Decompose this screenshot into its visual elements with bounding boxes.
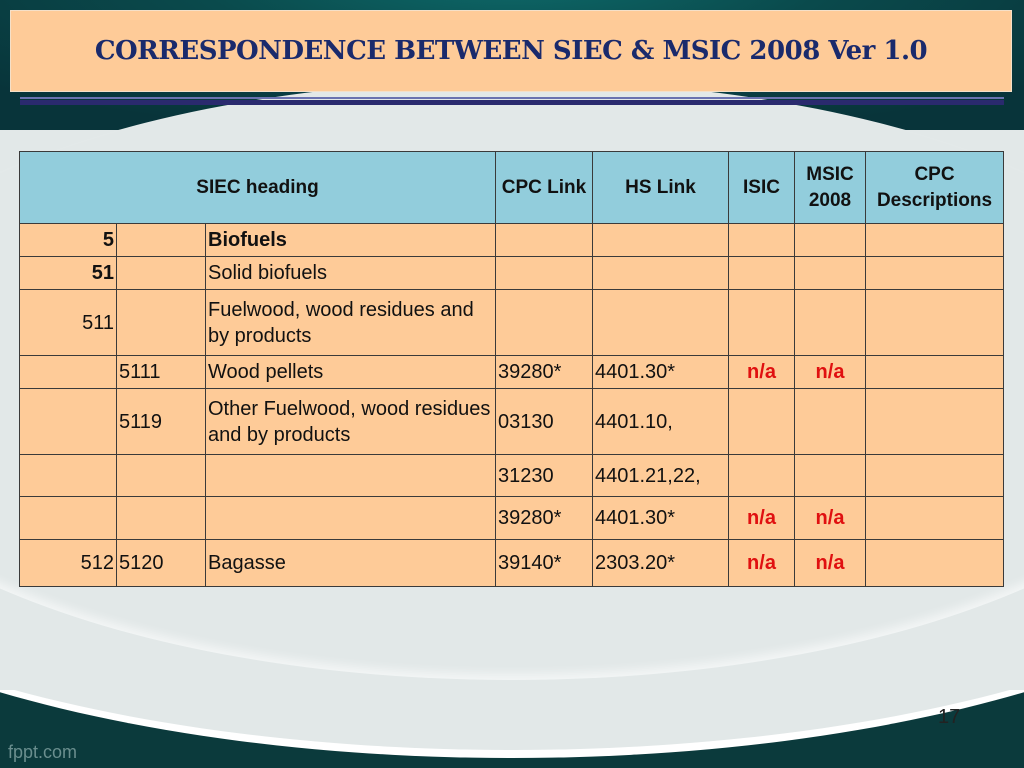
siec-code-level1 (19, 388, 117, 455)
siec-code-level1 (19, 454, 117, 497)
table-row: 31230 4401.21,22, (19, 454, 1004, 497)
slide-background-bottom-curve (0, 690, 1024, 758)
cpc-link-cell: 39280* (495, 496, 593, 540)
isic-cell (728, 454, 795, 497)
table-row: 511 Fuelwood, wood residues and by produ… (19, 289, 1004, 356)
cpc-description-cell (865, 388, 1004, 455)
siec-description: Other Fuelwood, wood residues and by pro… (205, 388, 496, 455)
cpc-link-cell: 03130 (495, 388, 593, 455)
table-row: 5 Biofuels (19, 223, 1004, 257)
siec-description: Solid biofuels (205, 256, 496, 290)
msic-cell (794, 289, 866, 356)
table-row: 5111 Wood pellets 39280* 4401.30* n/a n/… (19, 355, 1004, 389)
title-banner: CORRESPONDENCE BETWEEN SIEC & MSIC 2008 … (10, 10, 1012, 92)
siec-code-level1 (19, 355, 117, 389)
siec-description (205, 496, 496, 540)
isic-cell: n/a (728, 355, 795, 389)
table-row: 512 5120 Bagasse 39140* 2303.20* n/a n/a (19, 539, 1004, 587)
siec-code-level1 (19, 496, 117, 540)
correspondence-table: SIEC heading CPC Link HS Link ISIC MSIC … (19, 151, 1004, 587)
page-number: 17 (938, 706, 961, 728)
cpc-link-cell: 39140* (495, 539, 593, 587)
cpc-link-cell (495, 256, 593, 290)
cpc-description-cell (865, 355, 1004, 389)
siec-code-level2: 5119 (116, 388, 206, 455)
siec-code-level2 (116, 289, 206, 356)
siec-code-level2 (116, 496, 206, 540)
header-cpc-link: CPC Link (495, 151, 593, 224)
slide-background-bottom (0, 690, 1024, 768)
siec-code-level1: 5 (19, 223, 117, 257)
msic-cell (794, 388, 866, 455)
isic-cell (728, 388, 795, 455)
siec-description: Bagasse (205, 539, 496, 587)
msic-cell (794, 256, 866, 290)
siec-code-level2 (116, 454, 206, 497)
siec-description: Biofuels (205, 223, 496, 257)
cpc-description-cell (865, 289, 1004, 356)
table-header-row: SIEC heading CPC Link HS Link ISIC MSIC … (19, 151, 1004, 224)
isic-cell (728, 289, 795, 356)
header-isic: ISIC (728, 151, 795, 224)
msic-cell: n/a (794, 539, 866, 587)
header-siec-heading: SIEC heading (19, 151, 496, 224)
isic-cell (728, 223, 795, 257)
cpc-link-cell (495, 289, 593, 356)
cpc-description-cell (865, 454, 1004, 497)
hs-link-cell: 4401.30* (592, 496, 729, 540)
siec-description (205, 454, 496, 497)
siec-code-level2 (116, 223, 206, 257)
siec-code-level1: 511 (19, 289, 117, 356)
isic-cell (728, 256, 795, 290)
siec-code-level1: 512 (19, 539, 117, 587)
header-cpc-descriptions: CPC Descriptions (865, 151, 1004, 224)
table-row: 5119 Other Fuelwood, wood residues and b… (19, 388, 1004, 455)
siec-description: Fuelwood, wood residues and by products (205, 289, 496, 356)
msic-cell: n/a (794, 355, 866, 389)
hs-link-cell (592, 223, 729, 257)
table-row: 39280* 4401.30* n/a n/a (19, 496, 1004, 540)
title-divider-thin (20, 97, 1004, 99)
siec-code-level2: 5120 (116, 539, 206, 587)
cpc-link-cell: 31230 (495, 454, 593, 497)
table-row: 51 Solid biofuels (19, 256, 1004, 290)
cpc-description-cell (865, 496, 1004, 540)
cpc-description-cell (865, 539, 1004, 587)
header-msic-2008: MSIC 2008 (794, 151, 866, 224)
isic-cell: n/a (728, 539, 795, 587)
siec-code-level2 (116, 256, 206, 290)
hs-link-cell: 4401.30* (592, 355, 729, 389)
cpc-link-cell (495, 223, 593, 257)
header-hs-link: HS Link (592, 151, 729, 224)
msic-cell (794, 223, 866, 257)
msic-cell (794, 454, 866, 497)
isic-cell: n/a (728, 496, 795, 540)
siec-code-level2: 5111 (116, 355, 206, 389)
hs-link-cell: 2303.20* (592, 539, 729, 587)
siec-description: Wood pellets (205, 355, 496, 389)
cpc-description-cell (865, 223, 1004, 257)
hs-link-cell (592, 289, 729, 356)
hs-link-cell (592, 256, 729, 290)
cpc-description-cell (865, 256, 1004, 290)
slide-title: CORRESPONDENCE BETWEEN SIEC & MSIC 2008 … (94, 36, 928, 66)
title-divider-thick (20, 100, 1004, 105)
cpc-link-cell: 39280* (495, 355, 593, 389)
footer-brand: fppt.com (8, 742, 78, 762)
siec-code-level1: 51 (19, 256, 117, 290)
msic-cell: n/a (794, 496, 866, 540)
hs-link-cell: 4401.10, (592, 388, 729, 455)
hs-link-cell: 4401.21,22, (592, 454, 729, 497)
